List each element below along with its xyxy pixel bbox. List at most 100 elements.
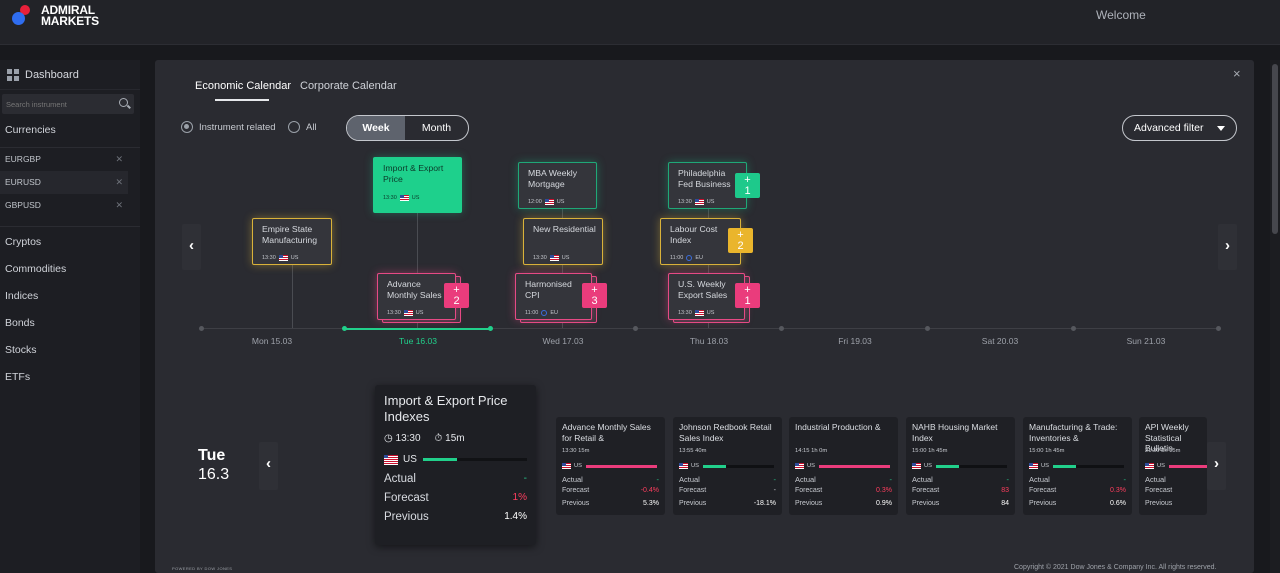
radio-all[interactable]: All	[288, 121, 317, 133]
event-chip[interactable]: MBA Weekly Mortgage 12:00 US	[518, 162, 597, 209]
actual-value: -	[523, 473, 527, 484]
us-flag-icon	[679, 463, 688, 469]
logo-line-1: ADMIRAL	[41, 3, 95, 17]
event-title: Import & Export Price	[383, 163, 444, 184]
day-label[interactable]: Wed 17.03	[542, 336, 584, 346]
event-card-time: 15:00 1h 45m	[1029, 448, 1065, 454]
remove-icon[interactable]: ✕	[115, 177, 123, 187]
event-card[interactable]: Johnson Redbook Retail Sales Index 13:55 …	[673, 417, 782, 515]
day-label[interactable]: Sat 20.03	[981, 336, 1019, 346]
more-events-badge[interactable]: +2	[444, 283, 469, 308]
day-label-selected[interactable]: Tue 16.03	[399, 336, 437, 346]
us-flag-icon	[544, 199, 554, 205]
us-flag-icon	[795, 463, 804, 469]
currency-pair-item[interactable]: EURGBP ✕	[0, 148, 128, 171]
event-card-country: US	[1041, 463, 1050, 469]
radio-label: Instrument related	[199, 121, 276, 133]
week-month-toggle: Week Month	[346, 115, 469, 141]
radio-instrument-related[interactable]: Instrument related	[181, 121, 276, 133]
welcome-label[interactable]: Welcome	[1096, 8, 1146, 22]
day-label[interactable]: Mon 15.03	[251, 336, 293, 346]
admiral-markets-logo[interactable]: ADMIRAL MARKETS	[12, 4, 99, 28]
day-label[interactable]: Thu 18.03	[689, 336, 729, 346]
currency-pair-label: GBPUSD	[5, 200, 41, 210]
event-chip[interactable]: Empire State Manufacturing 13:30 US	[252, 218, 332, 265]
event-detail-country: US	[403, 454, 417, 465]
impact-bar	[423, 458, 527, 461]
sidebar-item-bonds[interactable]: Bonds	[5, 317, 35, 329]
forecast-label: Forecast	[1145, 487, 1173, 494]
event-card[interactable]: Manufacturing & Trade: Inventories & 15:0…	[1023, 417, 1132, 515]
week-button[interactable]: Week	[347, 116, 405, 140]
actual-label: Actual	[1029, 475, 1050, 484]
search-icon[interactable]	[119, 98, 128, 107]
event-country: US	[706, 199, 715, 205]
event-card[interactable]: Industrial Production & 14:15 1h 0m US Actu…	[789, 417, 898, 515]
event-connector	[708, 207, 709, 328]
sidebar: Dashboard Currencies EURGBP ✕ EURUSD ✕ GBP…	[0, 60, 140, 573]
timeline-prev-button[interactable]: ‹	[182, 224, 201, 270]
duration-icon: ⏱ 15m	[434, 433, 465, 444]
sidebar-item-cryptos[interactable]: Cryptos	[5, 236, 42, 248]
previous-label: Previous	[384, 511, 429, 523]
close-icon[interactable]: ×	[1233, 66, 1241, 81]
sidebar-item-dashboard[interactable]: Dashboard	[0, 60, 140, 90]
event-card[interactable]: Advance Monthly Sales for Retail & 13:30 …	[556, 417, 665, 515]
cards-prev-button[interactable]: ‹	[259, 442, 278, 490]
event-detail-card[interactable]: Import & Export Price Indexes ◷ 13:30 ⏱ 1…	[375, 385, 536, 545]
impact-bar	[819, 465, 890, 468]
timeline-dot	[925, 326, 930, 331]
day-label[interactable]: Sun 21.03	[1126, 336, 1166, 346]
sidebar-item-etfs[interactable]: ETFs	[5, 371, 31, 383]
timeline-dot	[1071, 326, 1076, 331]
currency-pair-item[interactable]: EURUSD ✕	[0, 171, 128, 194]
event-country: US	[415, 310, 424, 316]
forecast-value: 0.3%	[1110, 487, 1126, 494]
event-chip-selected[interactable]: Import & Export Price 13:30 US	[373, 157, 462, 213]
previous-label: Previous	[1145, 500, 1173, 507]
selected-date: 16.3	[198, 466, 230, 483]
actual-label: Actual	[384, 473, 416, 485]
more-events-badge[interactable]: +1	[735, 173, 760, 198]
more-events-badge[interactable]: +1	[735, 283, 760, 308]
actual-value: -	[773, 475, 777, 484]
sidebar-item-currencies[interactable]: Currencies	[0, 118, 140, 148]
previous-value: 0.9%	[876, 500, 892, 507]
event-card[interactable]: API Weekly Statistical Bulletin 21:30 8h …	[1139, 417, 1207, 515]
more-events-badge[interactable]: +2	[728, 228, 753, 253]
tab-corporate-calendar[interactable]: Corporate Calendar	[300, 80, 397, 92]
forecast-label: Forecast	[679, 487, 707, 494]
cards-next-button[interactable]: ›	[1207, 442, 1226, 490]
event-card-title: Johnson Redbook Retail Sales Index	[679, 422, 772, 443]
event-card[interactable]: NAHB Housing Market Index 15:00 1h 45m US A…	[906, 417, 1015, 515]
event-country: EU	[550, 310, 558, 316]
currency-pair-item[interactable]: GBPUSD ✕	[0, 194, 128, 217]
sidebar-item-indices[interactable]: Indices	[5, 290, 39, 302]
selected-day-range	[344, 328, 491, 330]
advanced-filter-dropdown[interactable]: Advanced filter	[1122, 115, 1237, 141]
day-label[interactable]: Fri 19.03	[838, 336, 872, 346]
event-detail-duration: 15m	[445, 433, 465, 444]
timeline-dot	[633, 326, 638, 331]
remove-icon[interactable]: ✕	[115, 154, 123, 164]
sidebar-item-stocks[interactable]: Stocks	[5, 344, 37, 356]
timeline-next-button[interactable]: ›	[1218, 224, 1237, 270]
more-events-badge[interactable]: +3	[582, 283, 607, 308]
remove-icon[interactable]: ✕	[115, 200, 123, 210]
tab-economic-calendar[interactable]: Economic Calendar	[195, 80, 291, 92]
copyright-label: Copyright © 2021 Dow Jones & Company Inc…	[1014, 564, 1217, 571]
scrollbar[interactable]	[1270, 60, 1280, 573]
impact-bar-fill	[703, 465, 727, 468]
search-input[interactable]	[2, 94, 134, 115]
impact-bar-fill	[423, 458, 458, 461]
caret-down-icon	[1217, 126, 1225, 131]
event-chip[interactable]: U.S. Weekly Export Sales 13:30 US	[668, 273, 745, 320]
forecast-label: Forecast	[1029, 487, 1057, 494]
forecast-label: Forecast	[795, 487, 823, 494]
event-title: Empire State Manufacturing	[262, 224, 318, 245]
event-chip[interactable]: New Residential 13:30 US	[523, 218, 603, 265]
event-chip[interactable]: Labour Cost Index 11:00 EU	[660, 218, 741, 265]
event-chip[interactable]: Harmonised CPI 11:00 EU	[515, 273, 592, 320]
sidebar-item-commodities[interactable]: Commodities	[5, 263, 67, 275]
month-button[interactable]: Month	[421, 122, 452, 134]
